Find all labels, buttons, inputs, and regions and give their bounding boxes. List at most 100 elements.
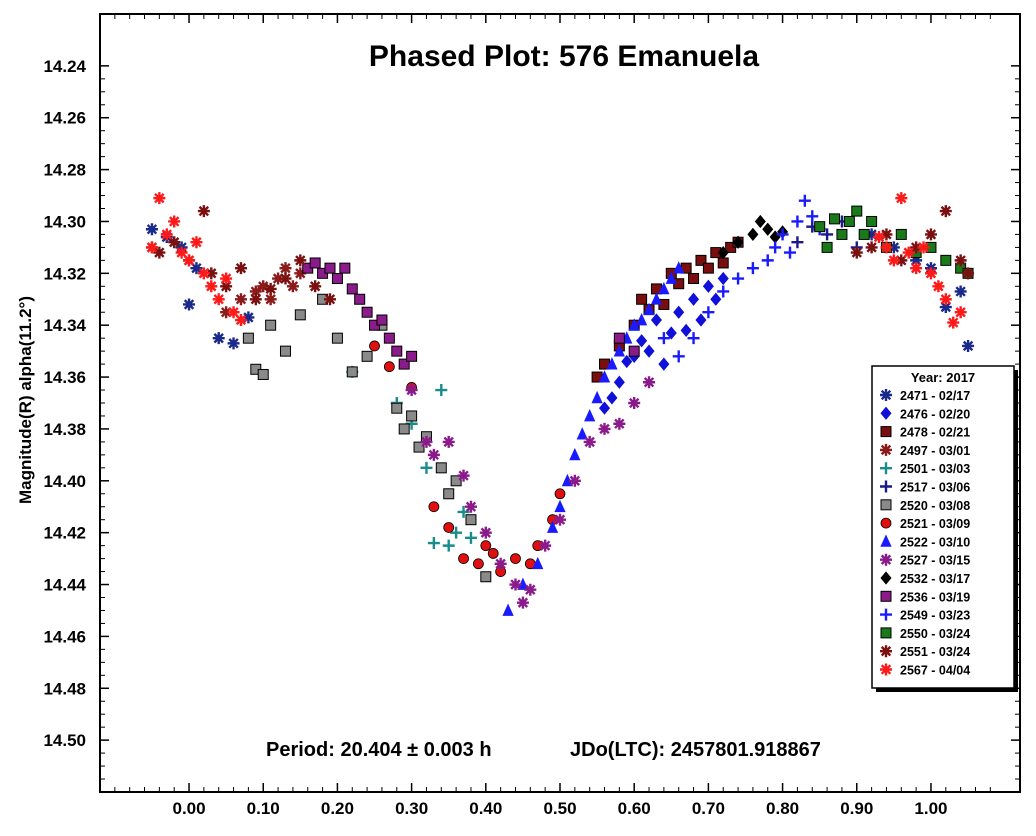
data-point bbox=[858, 228, 870, 240]
data-point bbox=[197, 205, 210, 218]
asterisk-marker bbox=[509, 578, 522, 591]
data-point bbox=[354, 293, 366, 305]
asterisk-marker bbox=[190, 262, 203, 275]
data-point bbox=[843, 215, 855, 227]
data-point bbox=[657, 332, 670, 345]
asterisk-marker bbox=[924, 267, 937, 280]
data-point bbox=[769, 241, 782, 254]
data-point bbox=[806, 210, 819, 223]
triangle-marker bbox=[650, 292, 663, 305]
square-marker bbox=[331, 332, 343, 344]
data-point bbox=[880, 228, 893, 241]
triangle-marker bbox=[635, 313, 648, 326]
square-marker bbox=[354, 293, 366, 305]
data-point bbox=[510, 553, 521, 564]
data-point bbox=[887, 254, 900, 267]
plus-marker bbox=[806, 210, 819, 223]
y-tick-label: 14.40 bbox=[43, 472, 86, 491]
y-tick-label: 14.50 bbox=[43, 731, 86, 750]
data-point bbox=[895, 254, 908, 267]
data-point bbox=[464, 531, 477, 544]
plus-marker bbox=[732, 272, 745, 285]
data-point bbox=[420, 461, 433, 474]
asterisk-marker bbox=[145, 223, 158, 236]
asterisk-marker bbox=[442, 435, 455, 448]
data-point bbox=[702, 262, 714, 274]
circle-marker bbox=[428, 501, 440, 513]
data-point bbox=[665, 326, 677, 340]
data-point bbox=[814, 221, 826, 233]
square-marker bbox=[406, 410, 418, 422]
circle-marker bbox=[472, 558, 484, 570]
square-marker bbox=[480, 571, 492, 583]
data-point bbox=[234, 314, 247, 327]
diamond-marker bbox=[754, 214, 766, 229]
data-point bbox=[932, 280, 945, 293]
plus-marker bbox=[880, 462, 892, 475]
asterisk-marker bbox=[405, 384, 418, 397]
legend-label: 2497 - 03/01 bbox=[900, 444, 970, 458]
legend-marker bbox=[880, 443, 892, 456]
data-point bbox=[391, 345, 403, 357]
data-point bbox=[369, 340, 380, 352]
data-point bbox=[234, 262, 247, 275]
asterisk-marker bbox=[249, 285, 262, 298]
data-point bbox=[576, 427, 588, 440]
data-point bbox=[443, 522, 455, 533]
legend-marker bbox=[880, 406, 892, 420]
plus-marker bbox=[672, 350, 685, 363]
square-marker bbox=[880, 627, 892, 639]
asterisk-marker bbox=[939, 301, 952, 314]
circle-marker bbox=[554, 488, 566, 500]
data-point bbox=[272, 272, 285, 285]
legend-entry: 2471 - 02/17 bbox=[880, 389, 970, 403]
data-point bbox=[398, 423, 410, 435]
triangle-marker bbox=[643, 302, 655, 316]
triangle-marker bbox=[613, 344, 625, 357]
data-point bbox=[554, 499, 566, 513]
asterisk-marker bbox=[539, 539, 552, 552]
triangle-marker bbox=[598, 370, 611, 383]
asterisk-marker bbox=[279, 272, 292, 285]
y-tick-label: 14.44 bbox=[43, 576, 86, 595]
plus-marker bbox=[450, 526, 463, 539]
square-marker bbox=[858, 228, 870, 240]
legend-marker bbox=[880, 590, 892, 602]
plus-marker bbox=[435, 384, 448, 397]
data-point bbox=[309, 257, 321, 269]
asterisk-marker bbox=[205, 267, 218, 280]
square-marker bbox=[688, 273, 700, 285]
diamond-marker bbox=[613, 375, 625, 389]
asterisk-marker bbox=[205, 280, 218, 293]
asterisk-marker bbox=[880, 443, 892, 456]
plus-marker bbox=[746, 262, 759, 275]
square-marker bbox=[636, 293, 648, 305]
data-point bbox=[902, 246, 915, 259]
data-point bbox=[324, 262, 336, 274]
data-point bbox=[821, 228, 834, 241]
triangle-marker bbox=[554, 499, 566, 513]
data-point bbox=[242, 311, 255, 324]
asterisk-marker bbox=[168, 215, 181, 228]
data-point bbox=[279, 272, 292, 285]
square-marker bbox=[339, 262, 351, 274]
data-point bbox=[747, 227, 759, 242]
data-point bbox=[924, 267, 937, 280]
data-point bbox=[420, 435, 433, 448]
plus-marker bbox=[821, 228, 834, 241]
plus-marker bbox=[687, 332, 700, 345]
asterisk-marker bbox=[910, 262, 923, 275]
square-marker bbox=[895, 228, 907, 240]
diamond-marker bbox=[643, 344, 655, 358]
data-point bbox=[487, 548, 499, 559]
legend-box bbox=[871, 365, 1015, 689]
data-point bbox=[398, 358, 410, 370]
square-marker bbox=[398, 423, 410, 435]
diamond-marker bbox=[717, 271, 729, 286]
square-marker bbox=[346, 283, 358, 295]
asterisk-marker bbox=[183, 298, 196, 311]
data-point bbox=[442, 435, 455, 448]
square-marker bbox=[376, 314, 388, 326]
data-point bbox=[361, 350, 373, 362]
data-point bbox=[480, 571, 492, 583]
